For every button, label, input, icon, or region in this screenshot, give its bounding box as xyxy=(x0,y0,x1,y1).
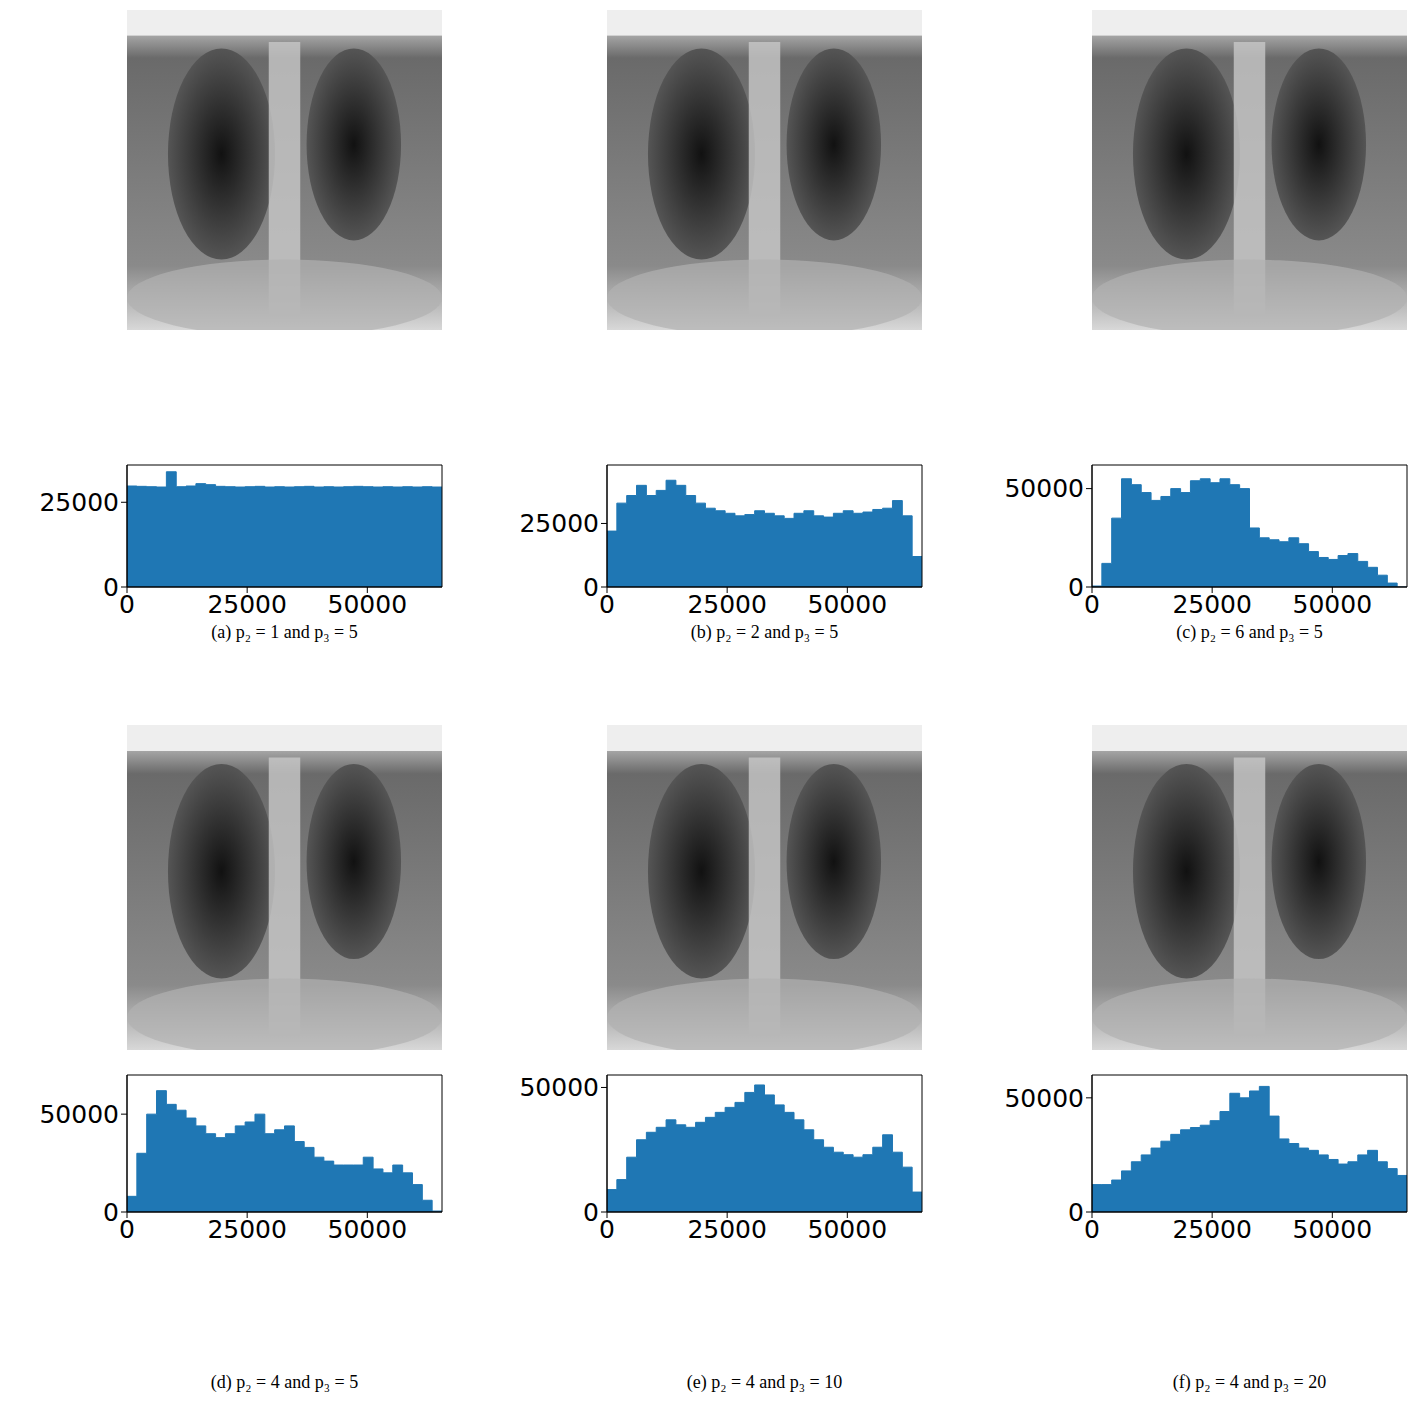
svg-text:0: 0 xyxy=(1084,590,1100,619)
svg-text:0: 0 xyxy=(1084,1215,1100,1244)
html-text:(b) p₂ = 2 and p₃ = 5: (b) p₂ = 2 and p₃ = 5 xyxy=(690,622,839,642)
svg-text:25000: 25000 xyxy=(687,1215,767,1244)
svg-text:0: 0 xyxy=(119,590,135,619)
html-text:(c) p₂ = 6 and p₃ = 5: (c) p₂ = 6 and p₃ = 5 xyxy=(1176,622,1323,642)
svg-text:0: 0 xyxy=(1068,1198,1084,1227)
svg-text:0: 0 xyxy=(1068,573,1084,602)
svg-text:50000: 50000 xyxy=(808,590,888,619)
html-text:(f) p₂ = 4 and p₃ = 20: (f) p₂ = 4 and p₃ = 20 xyxy=(1172,1372,1327,1392)
svg-text:25000: 25000 xyxy=(207,1215,287,1244)
svg-text:50000: 50000 xyxy=(1004,1084,1084,1113)
svg-text:50000: 50000 xyxy=(1293,1215,1373,1244)
svg-text:50000: 50000 xyxy=(808,1215,888,1244)
svg-text:25000: 25000 xyxy=(1172,590,1252,619)
html-text:(d) p₂ = 4 and p₃ = 5: (d) p₂ = 4 and p₃ = 5 xyxy=(210,1372,359,1392)
svg-text:25000: 25000 xyxy=(39,488,119,517)
svg-text:25000: 25000 xyxy=(207,590,287,619)
svg-text:0: 0 xyxy=(583,573,599,602)
html-text:(a) p₂ = 1 and p₃ = 5: (a) p₂ = 1 and p₃ = 5 xyxy=(211,622,358,642)
svg-text:25000: 25000 xyxy=(519,509,599,538)
svg-text:0: 0 xyxy=(103,573,119,602)
svg-text:50000: 50000 xyxy=(1293,590,1373,619)
svg-text:0: 0 xyxy=(599,1215,615,1244)
svg-text:50000: 50000 xyxy=(39,1100,119,1129)
svg-text:50000: 50000 xyxy=(519,1073,599,1102)
svg-text:0: 0 xyxy=(103,1198,119,1227)
svg-text:0: 0 xyxy=(599,590,615,619)
svg-text:50000: 50000 xyxy=(328,1215,408,1244)
svg-text:0: 0 xyxy=(583,1198,599,1227)
svg-text:0: 0 xyxy=(119,1215,135,1244)
svg-text:25000: 25000 xyxy=(687,590,767,619)
svg-text:25000: 25000 xyxy=(1172,1215,1252,1244)
svg-text:50000: 50000 xyxy=(1004,474,1084,503)
svg-text:50000: 50000 xyxy=(328,590,408,619)
html-text:(e) p₂ = 4 and p₃ = 10: (e) p₂ = 4 and p₃ = 10 xyxy=(686,1372,843,1392)
